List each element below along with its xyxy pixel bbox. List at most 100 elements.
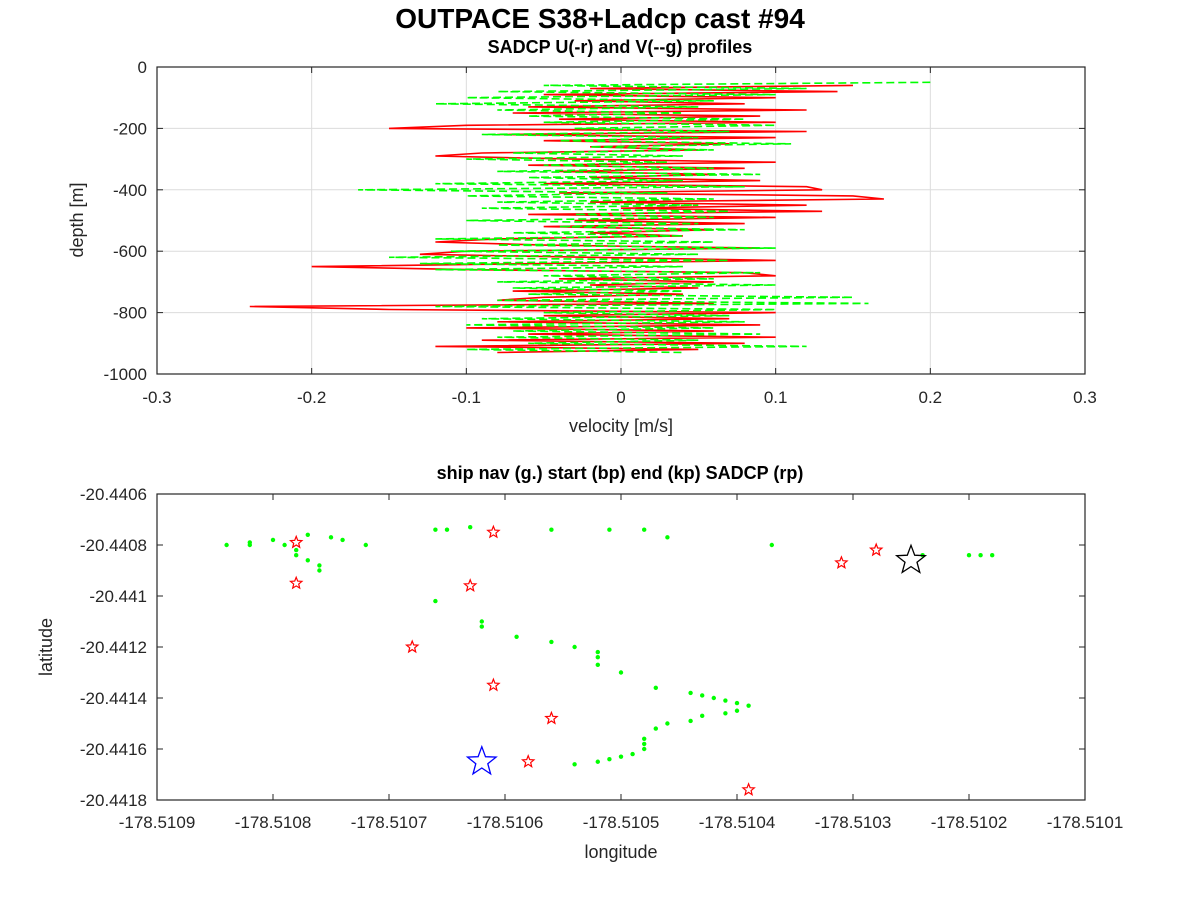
ship-nav-point — [363, 542, 368, 548]
nav-y-tick-label: -20.441 — [89, 587, 147, 606]
ship-nav-point — [607, 527, 612, 532]
sadcp-star — [544, 710, 559, 725]
sadcp-star — [834, 555, 849, 570]
profile-y-tick-label: -200 — [113, 119, 147, 138]
nav-x-tick-label: -178.5102 — [931, 813, 1008, 832]
nav-x-tick-label: -178.5109 — [119, 813, 196, 832]
nav-x-tick-label: -178.5108 — [235, 813, 312, 832]
ship-nav-point — [247, 540, 252, 545]
ship-nav-point — [479, 619, 484, 624]
ship-nav-point — [572, 644, 577, 650]
ship-nav-point — [294, 553, 299, 558]
ship-nav-point — [340, 537, 345, 543]
profile-y-tick-label: 0 — [138, 58, 147, 77]
ship-nav-point — [305, 532, 310, 537]
ship-nav-point — [328, 535, 334, 540]
ship-nav-point — [479, 624, 484, 629]
ship-nav-point — [282, 542, 287, 548]
sadcp-star — [404, 639, 420, 654]
profile-title: SADCP U(-r) and V(--g) profiles — [488, 37, 753, 57]
nav-y-tick-label: -20.4418 — [80, 791, 147, 810]
ship-nav-point — [294, 547, 299, 553]
ship-nav-point — [305, 558, 310, 563]
profile-x-tick-label: 0 — [616, 388, 625, 407]
sadcp-star — [868, 542, 884, 557]
ship-nav-point — [630, 751, 635, 757]
profile-y-tick-label: -600 — [113, 242, 147, 261]
figure-title: OUTPACE S38+Ladcp cast #94 — [395, 3, 805, 34]
ship-nav-point — [746, 703, 751, 708]
profile-x-tick-label: 0.3 — [1073, 388, 1097, 407]
ship-nav-point — [468, 524, 473, 530]
ship-nav-point — [572, 762, 577, 767]
profile-y-tick-label: -400 — [113, 181, 147, 200]
sadcp-star — [520, 754, 536, 768]
ship-nav-point — [317, 568, 322, 573]
ship-nav-point — [595, 759, 600, 764]
profile-x-label: velocity [m/s] — [569, 416, 673, 436]
end-star — [894, 543, 928, 574]
ship-nav-point — [595, 662, 600, 668]
ship-nav-point — [224, 542, 229, 548]
ship-nav-point — [688, 690, 693, 696]
ship-nav-point — [514, 634, 519, 639]
sadcp-star — [288, 534, 304, 549]
nav-x-tick-label: -178.5103 — [815, 813, 892, 832]
ship-nav-point — [734, 700, 740, 706]
nav-y-tick-label: -20.4414 — [80, 689, 147, 708]
nav-points — [224, 524, 995, 797]
ship-nav-point — [653, 685, 658, 690]
profile-y-label: depth [m] — [67, 182, 87, 257]
ship-nav-point — [549, 527, 554, 532]
nav-y-tick-label: -20.4412 — [80, 638, 147, 657]
ship-nav-point — [665, 535, 670, 540]
ship-nav-point — [990, 553, 995, 558]
nav-ticks: -178.5109 -178.5108 -178.5107 -178.5106 -178… — [80, 485, 1123, 832]
profile-panel: SADCP U(-r) and V(--g) profiles -0.3 -0.2… — [67, 37, 1097, 436]
ship-nav-point — [433, 598, 438, 604]
sadcp-star — [741, 782, 756, 797]
profile-y-tick-label: -800 — [113, 304, 147, 323]
ship-nav-point — [769, 542, 774, 548]
ship-nav-point — [642, 527, 647, 532]
sadcp-star — [486, 524, 501, 539]
ship-nav-point — [653, 726, 658, 731]
profile-series — [249, 81, 931, 354]
ship-nav-point — [734, 708, 740, 713]
sadcp-star — [486, 677, 501, 692]
nav-title: ship nav (g.) start (bp) end (kp) SADCP … — [437, 463, 804, 483]
profile-x-tick-label: -0.2 — [297, 388, 326, 407]
ship-nav-point — [595, 655, 600, 660]
ship-nav-point — [433, 527, 438, 532]
nav-x-tick-label: -178.5101 — [1047, 813, 1124, 832]
profile-x-tick-label: -0.3 — [142, 388, 171, 407]
ship-nav-point — [270, 537, 276, 543]
nav-x-tick-label: -178.5105 — [583, 813, 660, 832]
ship-nav-point — [444, 527, 450, 532]
nav-y-label: latitude — [36, 618, 56, 676]
nav-x-tick-label: -178.5104 — [699, 813, 776, 832]
profile-x-tick-label: 0.1 — [764, 388, 788, 407]
ship-nav-point — [700, 713, 705, 719]
ship-nav-point — [317, 563, 322, 568]
profile-x-tick-label: -0.1 — [452, 388, 481, 407]
ship-nav-point — [966, 553, 972, 558]
ship-nav-point — [665, 721, 670, 726]
ship-nav-point — [723, 711, 728, 716]
ship-nav-point — [700, 693, 705, 698]
ship-nav-point — [978, 553, 983, 558]
ship-nav-point — [711, 695, 716, 701]
ship-nav-point — [642, 736, 647, 741]
ship-nav-point — [688, 718, 693, 724]
nav-x-tick-label: -178.5106 — [467, 813, 544, 832]
nav-x-label: longitude — [584, 842, 657, 862]
v-profile-line — [358, 81, 931, 354]
profile-y-tick-label: -1000 — [104, 365, 147, 384]
ship-nav-point — [607, 757, 612, 762]
ship-nav-point — [618, 670, 624, 675]
nav-panel: ship nav (g.) start (bp) end (kp) SADCP … — [36, 463, 1123, 862]
start-star — [465, 744, 498, 776]
ship-nav-point — [642, 746, 647, 752]
